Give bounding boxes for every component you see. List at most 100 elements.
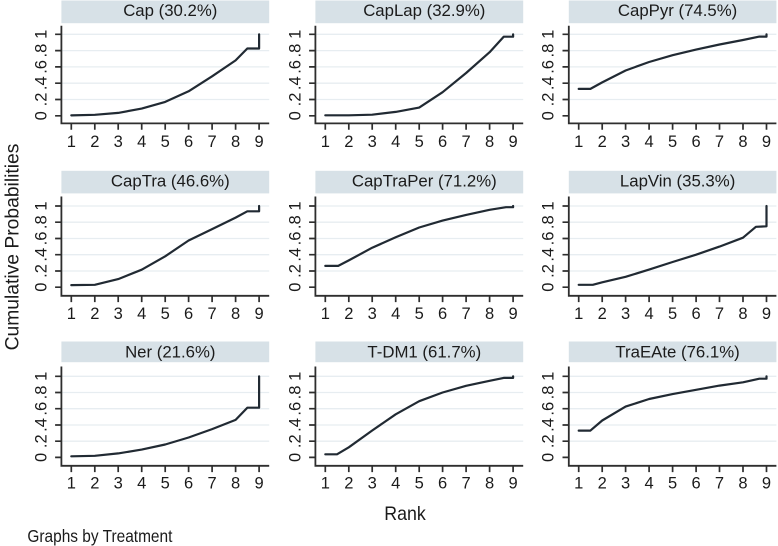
svg-text:2: 2: [598, 475, 607, 493]
svg-text:5: 5: [668, 133, 677, 151]
svg-text:.2: .2: [286, 264, 304, 278]
svg-text:0: 0: [286, 283, 304, 292]
svg-text:CapTraPer (71.2%): CapTraPer (71.2%): [352, 172, 497, 191]
svg-text:TraEAte (76.1%): TraEAte (76.1%): [615, 342, 739, 361]
svg-text:4: 4: [137, 475, 146, 493]
svg-text:2: 2: [90, 475, 99, 493]
svg-text:1: 1: [574, 475, 583, 493]
svg-text:9: 9: [255, 475, 264, 493]
svg-text:.8: .8: [286, 44, 304, 58]
svg-text:2: 2: [344, 305, 353, 323]
svg-text:5: 5: [161, 475, 170, 493]
svg-text:.6: .6: [286, 402, 304, 416]
svg-text:8: 8: [738, 475, 747, 493]
svg-text:.8: .8: [540, 215, 558, 229]
svg-text:7: 7: [462, 305, 471, 323]
svg-text:.2: .2: [540, 264, 558, 278]
svg-text:9: 9: [509, 305, 518, 323]
svg-text:.8: .8: [32, 386, 50, 400]
svg-text:7: 7: [208, 475, 217, 493]
svg-text:.4: .4: [286, 418, 304, 432]
svg-text:1: 1: [67, 475, 76, 493]
svg-text:9: 9: [255, 133, 264, 151]
svg-text:.6: .6: [540, 232, 558, 246]
svg-text:8: 8: [485, 475, 494, 493]
svg-text:8: 8: [485, 133, 494, 151]
svg-text:8: 8: [231, 305, 240, 323]
svg-text:3: 3: [621, 133, 630, 151]
svg-text:.2: .2: [32, 264, 50, 278]
svg-text:1: 1: [32, 30, 50, 39]
svg-text:4: 4: [645, 305, 654, 323]
svg-text:0: 0: [32, 283, 50, 292]
svg-text:9: 9: [509, 475, 518, 493]
svg-text:1: 1: [321, 133, 330, 151]
svg-text:3: 3: [114, 305, 123, 323]
svg-text:.6: .6: [540, 60, 558, 74]
svg-text:1: 1: [67, 305, 76, 323]
svg-text:1: 1: [67, 133, 76, 151]
svg-text:7: 7: [715, 133, 724, 151]
svg-text:CapLap (32.9%): CapLap (32.9%): [363, 1, 485, 20]
svg-text:3: 3: [368, 305, 377, 323]
svg-text:6: 6: [438, 475, 447, 493]
svg-text:.6: .6: [32, 232, 50, 246]
svg-text:.2: .2: [540, 434, 558, 448]
svg-text:4: 4: [645, 475, 654, 493]
svg-text:9: 9: [255, 305, 264, 323]
svg-text:6: 6: [184, 475, 193, 493]
svg-text:3: 3: [368, 475, 377, 493]
svg-text:0: 0: [286, 453, 304, 462]
svg-text:1: 1: [321, 475, 330, 493]
svg-text:3: 3: [621, 305, 630, 323]
svg-text:0: 0: [32, 111, 50, 120]
svg-text:.2: .2: [286, 434, 304, 448]
svg-text:1: 1: [286, 201, 304, 210]
svg-text:5: 5: [668, 475, 677, 493]
svg-text:3: 3: [114, 475, 123, 493]
svg-text:Rank: Rank: [384, 503, 426, 525]
svg-text:5: 5: [668, 305, 677, 323]
svg-text:Cap (30.2%): Cap (30.2%): [123, 1, 217, 20]
svg-text:8: 8: [738, 305, 747, 323]
svg-text:4: 4: [645, 133, 654, 151]
svg-text:.6: .6: [32, 60, 50, 74]
svg-text:1: 1: [286, 30, 304, 39]
svg-text:.4: .4: [540, 76, 558, 90]
svg-text:CapTra (46.6%): CapTra (46.6%): [111, 172, 230, 191]
svg-text:0: 0: [286, 111, 304, 120]
svg-text:9: 9: [762, 305, 771, 323]
svg-text:2: 2: [344, 133, 353, 151]
svg-text:1: 1: [32, 372, 50, 381]
svg-text:.8: .8: [286, 386, 304, 400]
svg-text:0: 0: [540, 283, 558, 292]
svg-text:5: 5: [415, 133, 424, 151]
svg-text:7: 7: [208, 133, 217, 151]
svg-text:.8: .8: [540, 386, 558, 400]
svg-text:.4: .4: [540, 418, 558, 432]
svg-text:8: 8: [738, 133, 747, 151]
svg-text:.8: .8: [540, 44, 558, 58]
svg-text:.2: .2: [540, 93, 558, 107]
svg-text:4: 4: [137, 133, 146, 151]
svg-text:8: 8: [485, 305, 494, 323]
svg-text:.4: .4: [32, 248, 50, 262]
svg-text:1: 1: [574, 133, 583, 151]
svg-text:6: 6: [184, 305, 193, 323]
svg-text:Cumulative Probabilities: Cumulative Probabilities: [2, 144, 23, 351]
svg-text:.4: .4: [32, 418, 50, 432]
svg-text:3: 3: [621, 475, 630, 493]
svg-text:Ner (21.6%): Ner (21.6%): [125, 342, 215, 361]
svg-text:2: 2: [598, 305, 607, 323]
svg-text:.2: .2: [286, 93, 304, 107]
svg-text:8: 8: [231, 133, 240, 151]
svg-text:7: 7: [208, 305, 217, 323]
svg-text:1: 1: [540, 30, 558, 39]
svg-text:6: 6: [438, 305, 447, 323]
svg-text:.6: .6: [540, 402, 558, 416]
svg-text:0: 0: [32, 453, 50, 462]
svg-text:1: 1: [574, 305, 583, 323]
svg-text:4: 4: [391, 133, 400, 151]
svg-text:.8: .8: [286, 215, 304, 229]
svg-text:.4: .4: [286, 248, 304, 262]
